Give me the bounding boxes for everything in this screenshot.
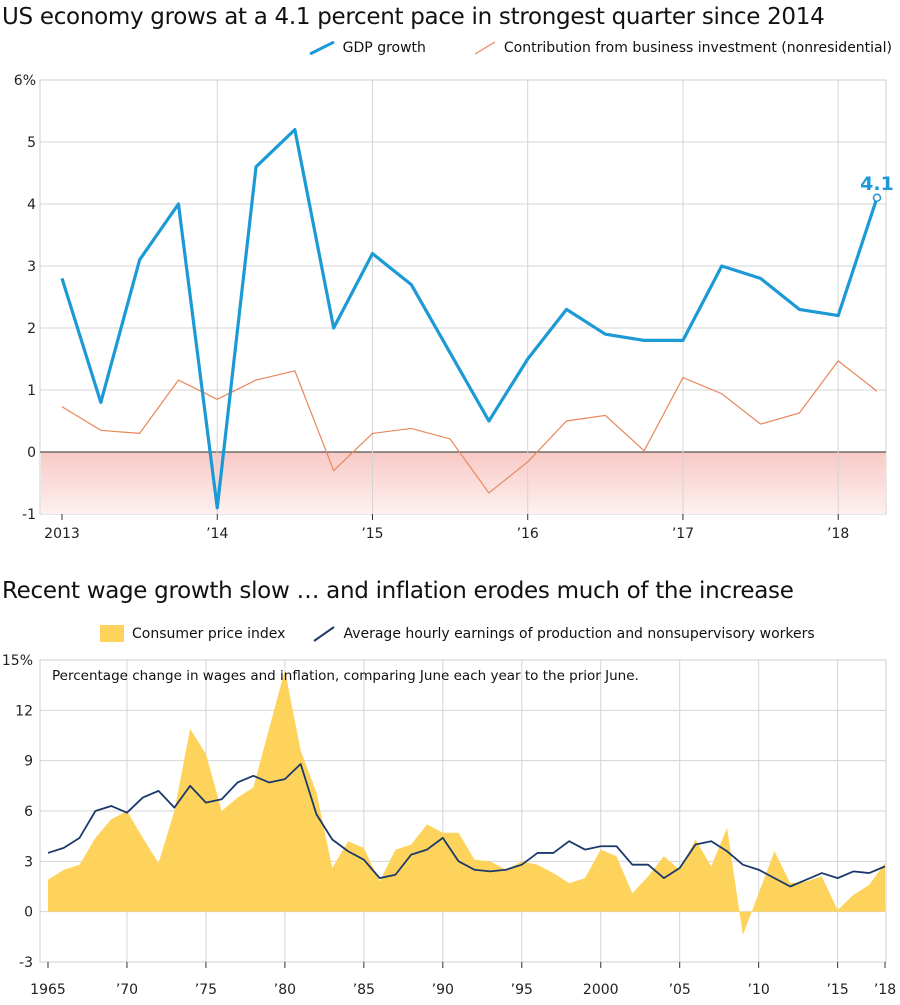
y-tick-label: 12 xyxy=(15,703,33,719)
x-tick-label: 2000 xyxy=(583,982,619,998)
x-tick-label: ’90 xyxy=(432,982,454,998)
x-tick-label: ’80 xyxy=(274,982,296,998)
cpi-legend-swatch xyxy=(100,625,124,642)
investment-line xyxy=(61,360,878,494)
x-tick-label: ’15 xyxy=(361,526,383,542)
chart1-legend: GDP growth Contribution from business in… xyxy=(309,40,892,56)
gdp-chart: 6% 5 4 3 2 1 0 -1 2013 ’14 ’15 ’16 ’17 ’18 4.1 xyxy=(14,73,894,542)
x-tick-label: ’10 xyxy=(748,982,770,998)
x-tick-label: ’15 xyxy=(826,982,848,998)
x-tick-label: ’05 xyxy=(669,982,691,998)
x-tick-label: ’17 xyxy=(672,526,694,542)
negative-region xyxy=(41,452,885,514)
y-tick-label: 3 xyxy=(24,854,33,870)
earnings-legend-swatch xyxy=(313,625,336,642)
x-tick-label: ’85 xyxy=(353,982,375,998)
y-tick-label: 0 xyxy=(27,445,36,461)
gdp-last-point xyxy=(872,193,882,203)
gdp-last-value-label: 4.1 xyxy=(860,173,894,195)
x-tick-label: ’95 xyxy=(511,982,533,998)
chart1-title: US economy grows at a 4.1 percent pace i… xyxy=(2,4,825,30)
investment-legend-swatch xyxy=(474,41,496,55)
y-tick-label: 9 xyxy=(24,754,33,770)
y-tick-label: 0 xyxy=(24,905,33,921)
gdp-legend-swatch xyxy=(309,41,335,55)
cpi-area xyxy=(48,670,885,936)
gdp-legend-label: GDP growth xyxy=(342,40,426,56)
y-tick-label: 15% xyxy=(2,653,33,669)
x-tick-label: ’18 xyxy=(874,982,896,998)
y-tick-label: 3 xyxy=(27,259,36,275)
x-tick-label: 1965 xyxy=(30,982,66,998)
y-tick-label: 1 xyxy=(27,383,36,399)
chart2-legend: Consumer price index Average hourly earn… xyxy=(100,625,815,642)
x-tick-label: ’70 xyxy=(116,982,138,998)
x-tick-label: ’16 xyxy=(517,526,539,542)
gdp-line xyxy=(60,128,879,510)
x-tick-label: ’18 xyxy=(827,526,849,542)
x-tick-label: ’14 xyxy=(206,526,228,542)
y-tick-label: 6 xyxy=(24,804,33,820)
y-tick-label: -3 xyxy=(19,955,33,971)
investment-legend-label: Contribution from business investment (n… xyxy=(503,40,892,56)
y-tick-label: -1 xyxy=(22,507,36,523)
chart2-note: Percentage change in wages and inflation… xyxy=(52,668,639,684)
y-tick-label: 5 xyxy=(27,135,36,151)
earnings-line xyxy=(47,763,886,888)
earnings-legend-label: Average hourly earnings of production an… xyxy=(343,625,815,642)
x-tick-label: 2013 xyxy=(44,526,80,542)
x-tick-label: ’75 xyxy=(195,982,217,998)
y-tick-label: 6% xyxy=(14,73,36,89)
y-tick-label: 2 xyxy=(27,321,36,337)
y-tick-label: 4 xyxy=(27,197,36,213)
chart2-title: Recent wage growth slow … and inflation … xyxy=(2,578,794,604)
cpi-legend-label: Consumer price index xyxy=(132,625,286,642)
